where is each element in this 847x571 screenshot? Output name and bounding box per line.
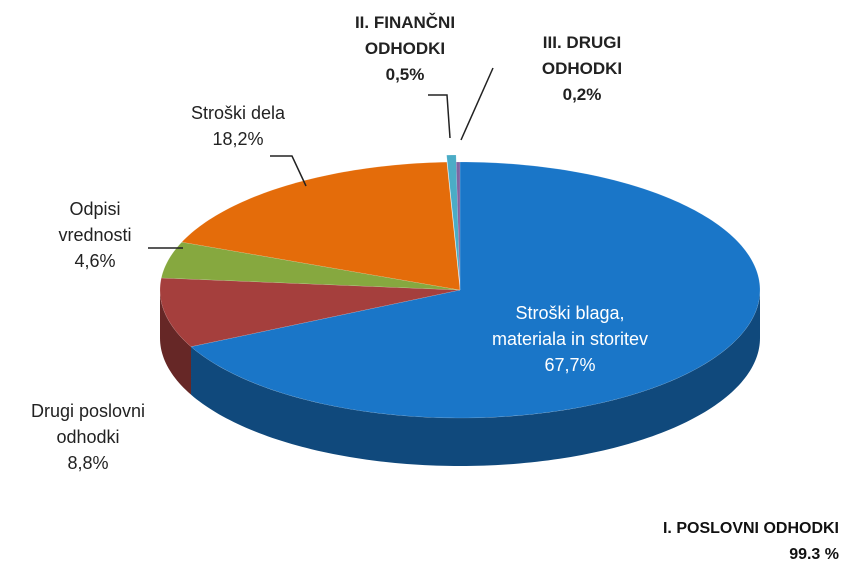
slice-category: III. DRUGI ODHODKI — [541, 33, 623, 78]
slice-category: Stroški dela — [190, 103, 286, 123]
annotation-text: I. POSLOVNI ODHODKI — [662, 520, 839, 537]
leader-line — [270, 155, 307, 187]
slice-value: 8,8% — [67, 453, 109, 473]
slice-side — [191, 290, 760, 466]
slice — [190, 161, 761, 419]
slice-value: 0,5% — [385, 65, 425, 84]
slice-category: Stroški blaga, materiala in storitev — [491, 303, 649, 349]
slice-value: 4,6% — [74, 251, 116, 271]
slice-category: Odpisi vrednosti — [58, 199, 132, 245]
slice — [455, 161, 461, 291]
slice-label: III. DRUGI ODHODKI 0,2% — [517, 30, 647, 108]
slice-label: II. FINANČNI ODHODKI 0,5% — [320, 10, 490, 88]
slice — [161, 241, 461, 291]
slice — [181, 161, 461, 291]
annotation: I. POSLOVNI ODHODKI 99.3 % — [663, 516, 839, 568]
slice-label: Stroški blaga, materiala in storitev 67,7… — [490, 300, 650, 378]
slice-value: 67,7% — [544, 355, 596, 375]
slice-label: Odpisi vrednosti 4,6% — [45, 196, 145, 274]
slice-category: Drugi poslovni odhodki — [30, 401, 146, 447]
slice-value: 18,2% — [212, 129, 264, 149]
slice-label: Stroški dela 18,2% — [163, 100, 313, 152]
slice-side — [160, 290, 192, 395]
slice-label: Drugi poslovni odhodki 8,8% — [3, 398, 173, 476]
leader-line — [460, 67, 494, 141]
slice-value: 0,2% — [562, 85, 602, 104]
annotation-value: 99.3 % — [789, 546, 839, 563]
slice — [159, 277, 461, 347]
slice-category: II. FINANČNI ODHODKI — [354, 13, 456, 58]
leader-line — [428, 94, 451, 139]
